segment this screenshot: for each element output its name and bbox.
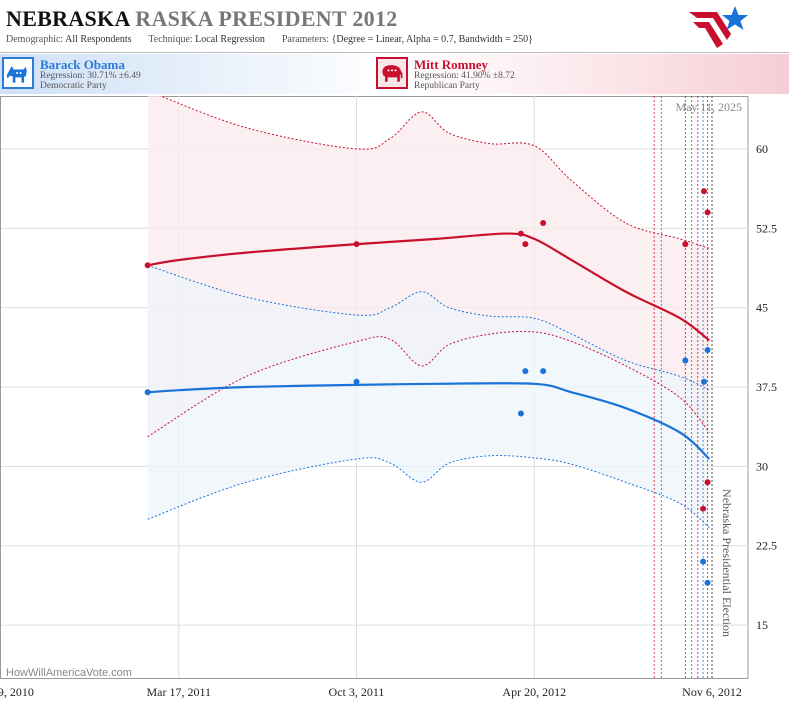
y-tick-label: 15 — [756, 618, 768, 632]
dem-poll-point — [700, 558, 707, 565]
election-label: Nebraska Presidential Election — [720, 489, 734, 637]
x-tick-label: Mar 17, 2011 — [146, 685, 211, 699]
rep-poll-point — [144, 262, 151, 269]
dem-poll-point — [682, 357, 689, 364]
dem-confidence-band — [147, 265, 710, 528]
dem-poll-point — [704, 346, 711, 353]
dem-lower-bound — [147, 455, 710, 529]
dem-poll-point — [144, 389, 151, 396]
demographic-label: Demographic: — [6, 34, 64, 45]
rep-poll-point — [701, 188, 708, 195]
date-label: May 11, 2025 — [675, 100, 742, 114]
dem-poll-point — [522, 368, 529, 375]
y-tick-label: 52.5 — [756, 221, 777, 235]
title-state: NEBRASKA — [6, 6, 130, 31]
x-tick-label: Apr 20, 2012 — [502, 685, 566, 699]
rep-poll-point — [704, 209, 711, 216]
dem-trend-line — [147, 382, 711, 460]
title-race: RASKA PRESIDENT 2012 — [135, 6, 398, 31]
technique-label: Technique: — [148, 34, 193, 45]
star-logo-icon — [689, 6, 748, 48]
y-tick-label: 60 — [756, 142, 768, 156]
y-tick-label: 30 — [756, 459, 768, 473]
rep-poll-point — [522, 241, 529, 248]
demographic-value: All Respondents — [65, 34, 132, 45]
candidate-name: Barack Obama — [40, 57, 125, 72]
rep-poll-point — [700, 505, 707, 512]
candidate-name: Mitt Romney — [414, 57, 489, 72]
candidate-regression: Regression: 41.90% ±8.72 — [414, 71, 515, 81]
parameters-label: Parameters: — [281, 34, 330, 45]
dem-poll-point — [353, 378, 360, 385]
rep-lower-bound — [147, 330, 710, 438]
parameters-value: {Degree = Linear, Alpha = 0.7, Bandwidth… — [331, 34, 533, 45]
candidate-bar: Barack Obama Regression: 30.71% ±6.49 De… — [0, 54, 789, 94]
rep-trend-line — [147, 232, 711, 342]
technique-value: Local Regression — [195, 34, 265, 45]
rep-poll-point — [517, 230, 524, 237]
dem-poll-point — [540, 368, 547, 375]
elephant-icon — [376, 57, 408, 89]
x-tick-label: Aug 29, 2010 — [0, 685, 34, 699]
y-tick-label: 22.5 — [756, 539, 777, 553]
rep-poll-point — [353, 241, 360, 248]
y-tick-label: 45 — [756, 301, 768, 315]
page-title: NEBRASKA RASKA PRESIDENT 2012 — [6, 6, 398, 32]
rep-poll-point — [704, 479, 711, 486]
dem-poll-point — [517, 410, 524, 417]
x-tick-label: Oct 3, 2011 — [329, 685, 385, 699]
poll-chart: Aug 29, 2010 Mar 17, 2011 Oct 3, 2011 Apr 2… — [0, 96, 777, 699]
donkey-icon — [2, 57, 34, 89]
dem-poll-point — [701, 378, 708, 385]
rep-poll-point — [682, 241, 689, 248]
candidate-party: Democratic Party — [40, 81, 107, 91]
parameters-line: Demographic: All Respondents Technique: … — [6, 34, 533, 45]
x-tick-label: Nov 6, 2012 — [682, 685, 742, 699]
rep-poll-point — [540, 219, 547, 226]
candidate-party: Republican Party — [414, 81, 480, 91]
candidate-regression: Regression: 30.71% ±6.49 — [40, 71, 141, 81]
header-divider — [0, 52, 789, 53]
dem-upper-bound — [147, 264, 710, 391]
credit-text: HowWillAmericaVote.com — [6, 667, 132, 679]
chart-header: NEBRASKA RASKA PRESIDENT 2012 Demographi… — [0, 0, 789, 52]
dem-poll-point — [704, 579, 711, 586]
y-tick-label: 37.5 — [756, 380, 777, 394]
